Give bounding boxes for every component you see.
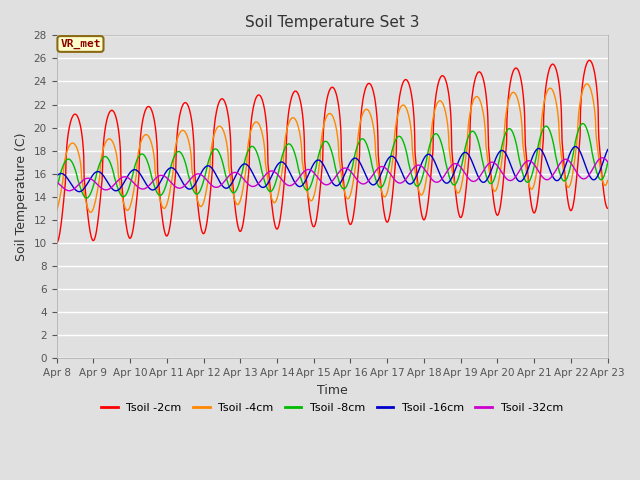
Tsoil -2cm — [118, 180, 125, 185]
Tsoil -32cm — [308, 168, 316, 174]
Tsoil -2cm — [604, 205, 612, 211]
Tsoil -16cm — [52, 173, 60, 179]
Tsoil -8cm — [308, 179, 316, 185]
Line: Tsoil -4cm: Tsoil -4cm — [56, 84, 608, 212]
Tsoil -32cm — [52, 179, 60, 185]
X-axis label: Time: Time — [317, 384, 348, 396]
Text: VR_met: VR_met — [60, 39, 100, 49]
Tsoil -4cm — [118, 193, 126, 199]
Tsoil -16cm — [76, 189, 83, 194]
Tsoil -8cm — [96, 161, 104, 167]
Tsoil -16cm — [118, 183, 126, 189]
Tsoil -32cm — [298, 171, 306, 177]
Title: Soil Temperature Set 3: Soil Temperature Set 3 — [245, 15, 419, 30]
Tsoil -2cm — [586, 58, 593, 63]
Tsoil -32cm — [96, 184, 104, 190]
Tsoil -8cm — [604, 160, 612, 166]
Legend: Tsoil -2cm, Tsoil -4cm, Tsoil -8cm, Tsoil -16cm, Tsoil -32cm: Tsoil -2cm, Tsoil -4cm, Tsoil -8cm, Tsoi… — [97, 398, 568, 417]
Tsoil -2cm — [366, 81, 374, 87]
Tsoil -2cm — [52, 240, 60, 246]
Tsoil -32cm — [367, 175, 374, 181]
Tsoil -4cm — [583, 81, 591, 87]
Tsoil -16cm — [287, 171, 294, 177]
Line: Tsoil -8cm: Tsoil -8cm — [56, 123, 608, 198]
Line: Tsoil -2cm: Tsoil -2cm — [56, 60, 608, 243]
Tsoil -8cm — [52, 185, 60, 191]
Tsoil -16cm — [367, 180, 374, 186]
Tsoil -32cm — [65, 188, 73, 193]
Tsoil -2cm — [95, 207, 103, 213]
Line: Tsoil -16cm: Tsoil -16cm — [56, 146, 608, 192]
Tsoil -8cm — [287, 142, 294, 148]
Tsoil -4cm — [52, 208, 60, 214]
Tsoil -4cm — [287, 116, 294, 122]
Tsoil -8cm — [579, 120, 586, 126]
Line: Tsoil -32cm: Tsoil -32cm — [56, 158, 608, 191]
Tsoil -8cm — [367, 155, 374, 161]
Tsoil -4cm — [298, 157, 306, 163]
Tsoil -32cm — [598, 155, 606, 161]
Tsoil -4cm — [87, 209, 95, 215]
Tsoil -16cm — [572, 144, 579, 149]
Tsoil -32cm — [287, 183, 294, 189]
Tsoil -8cm — [83, 195, 90, 201]
Tsoil -16cm — [308, 164, 316, 169]
Tsoil -4cm — [367, 112, 374, 118]
Tsoil -2cm — [287, 99, 294, 105]
Tsoil -4cm — [96, 175, 104, 181]
Tsoil -4cm — [308, 197, 316, 203]
Tsoil -2cm — [298, 106, 306, 112]
Tsoil -16cm — [298, 182, 306, 188]
Tsoil -32cm — [118, 175, 126, 180]
Tsoil -2cm — [308, 220, 316, 226]
Tsoil -16cm — [96, 169, 104, 175]
Tsoil -4cm — [604, 178, 612, 183]
Y-axis label: Soil Temperature (C): Soil Temperature (C) — [15, 132, 28, 261]
Tsoil -32cm — [604, 159, 612, 165]
Tsoil -16cm — [604, 147, 612, 153]
Tsoil -8cm — [298, 180, 306, 185]
Tsoil -8cm — [118, 193, 126, 199]
